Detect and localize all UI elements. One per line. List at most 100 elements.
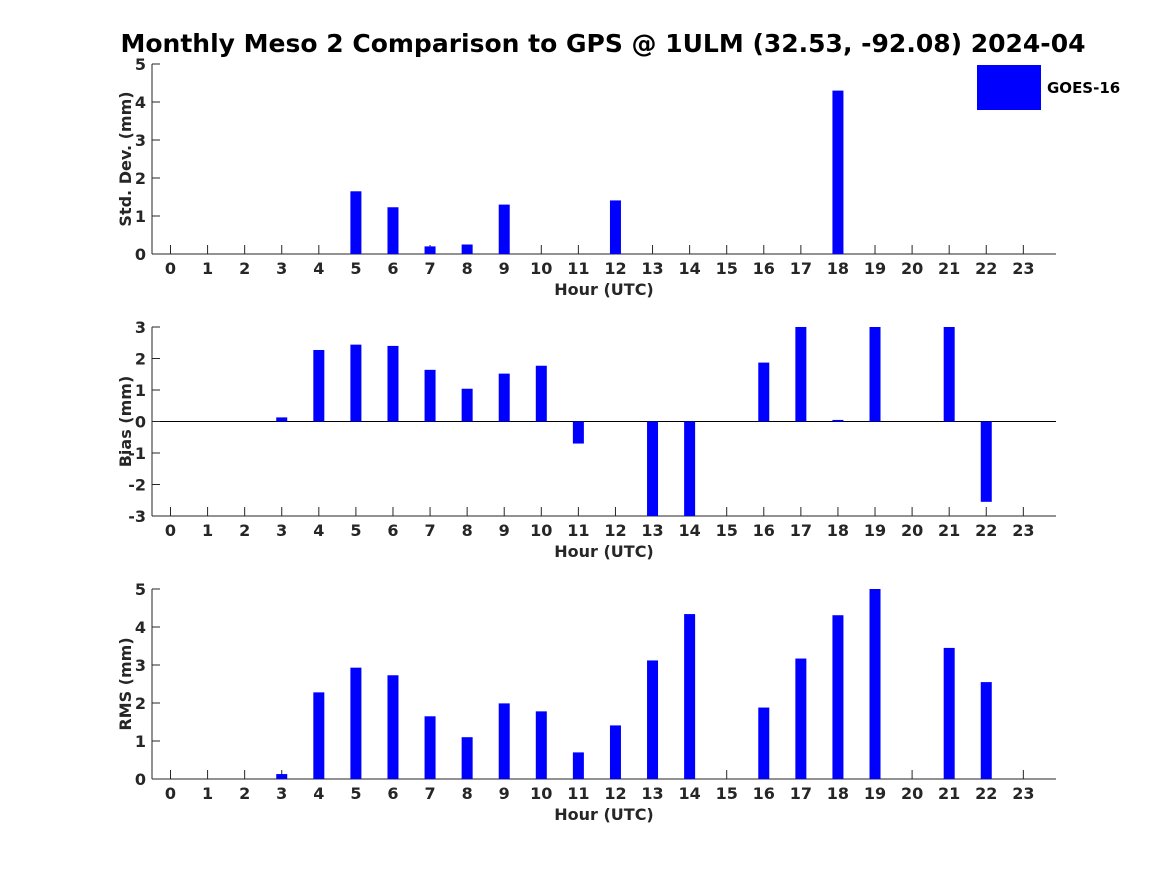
bar — [684, 614, 696, 779]
x-tick-label: 14 — [678, 784, 700, 803]
x-tick-label: 23 — [1012, 784, 1034, 803]
bar — [609, 200, 621, 254]
bar — [980, 682, 992, 779]
bar — [350, 191, 362, 254]
bar — [313, 692, 325, 779]
x-tick-label: 0 — [165, 259, 176, 278]
x-tick-label: 19 — [864, 259, 886, 278]
y-tick-label: 3 — [135, 131, 146, 150]
bar — [535, 365, 547, 422]
y-tick-label: 4 — [135, 618, 146, 637]
y-tick-label: 4 — [135, 93, 146, 112]
bar — [313, 349, 325, 422]
x-tick-label: 22 — [975, 784, 997, 803]
x-tick-label: 8 — [462, 521, 473, 540]
bar — [572, 752, 584, 779]
x-tick-label: 19 — [864, 784, 886, 803]
x-tick-label: 1 — [202, 784, 213, 803]
y-tick-label: 1 — [135, 381, 146, 400]
figure-title: Monthly Meso 2 Comparison to GPS @ 1ULM … — [121, 29, 1086, 58]
bar — [795, 327, 807, 422]
x-tick-label: 2 — [239, 259, 250, 278]
bar — [832, 615, 844, 779]
legend-swatch — [977, 65, 1041, 110]
x-tick-label: 6 — [387, 784, 398, 803]
x-tick-label: 22 — [975, 259, 997, 278]
x-tick-label: 17 — [790, 521, 812, 540]
bar — [869, 589, 881, 779]
x-tick-label: 3 — [276, 259, 287, 278]
x-tick-label: 21 — [938, 784, 960, 803]
y-tick-label: 5 — [135, 580, 146, 599]
bar — [387, 207, 399, 254]
x-tick-label: 1 — [202, 521, 213, 540]
x-tick-label: 5 — [350, 521, 361, 540]
x-tick-label: 15 — [716, 521, 738, 540]
bar — [832, 90, 844, 254]
x-tick-label: 18 — [827, 784, 849, 803]
bar — [684, 421, 696, 516]
bar — [424, 716, 436, 779]
x-tick-label: 23 — [1012, 259, 1034, 278]
x-tick-label: 5 — [350, 784, 361, 803]
x-tick-label: 4 — [313, 521, 324, 540]
x-tick-label: 2 — [239, 521, 250, 540]
x-tick-label: 16 — [753, 784, 775, 803]
y-tick-label: 0 — [135, 413, 146, 432]
x-tick-label: 4 — [313, 784, 324, 803]
bar — [609, 725, 621, 779]
x-tick-label: 9 — [499, 521, 510, 540]
bar — [572, 421, 584, 444]
bar — [795, 658, 807, 779]
x-tick-label: 20 — [901, 784, 923, 803]
x-tick-label: 12 — [604, 259, 626, 278]
x-axis-label: Hour (UTC) — [554, 542, 654, 561]
y-tick-label: 3 — [135, 656, 146, 675]
x-tick-label: 10 — [530, 784, 552, 803]
y-tick-label: 2 — [135, 694, 146, 713]
bar — [498, 204, 510, 254]
x-tick-label: 0 — [165, 521, 176, 540]
x-tick-label: 9 — [499, 259, 510, 278]
x-tick-label: 12 — [604, 521, 626, 540]
x-tick-label: 13 — [641, 259, 663, 278]
x-axis-label: Hour (UTC) — [554, 280, 654, 299]
bar — [943, 327, 955, 422]
x-tick-label: 13 — [641, 784, 663, 803]
y-tick-label: 1 — [135, 207, 146, 226]
bar — [387, 345, 399, 422]
bar — [832, 419, 844, 422]
x-tick-label: 7 — [424, 521, 435, 540]
y-tick-label: 0 — [135, 770, 146, 789]
x-tick-label: 11 — [567, 259, 589, 278]
x-tick-label: 17 — [790, 259, 812, 278]
x-tick-label: 10 — [530, 521, 552, 540]
y-tick-label: -3 — [128, 507, 146, 526]
y-axis-label: Std. Dev. (mm) — [116, 91, 135, 226]
legend: GOES-16 — [977, 65, 1120, 110]
bar — [461, 737, 473, 779]
bar — [461, 244, 473, 254]
bar — [276, 774, 288, 779]
x-tick-label: 10 — [530, 259, 552, 278]
y-axis-label: RMS (mm) — [116, 637, 135, 730]
x-tick-label: 16 — [753, 521, 775, 540]
x-tick-label: 11 — [567, 521, 589, 540]
x-tick-label: 13 — [641, 521, 663, 540]
bar — [758, 362, 770, 422]
y-tick-label: 1 — [135, 732, 146, 751]
x-tick-label: 7 — [424, 259, 435, 278]
x-tick-label: 15 — [716, 784, 738, 803]
y-axis-label: Bias (mm) — [116, 376, 135, 468]
x-tick-label: 17 — [790, 784, 812, 803]
bar — [647, 421, 659, 516]
y-tick-label: 3 — [135, 318, 146, 337]
x-tick-label: 16 — [753, 259, 775, 278]
x-tick-label: 8 — [462, 259, 473, 278]
x-tick-label: 15 — [716, 259, 738, 278]
x-tick-label: 5 — [350, 259, 361, 278]
x-tick-label: 11 — [567, 784, 589, 803]
x-tick-label: 18 — [827, 521, 849, 540]
